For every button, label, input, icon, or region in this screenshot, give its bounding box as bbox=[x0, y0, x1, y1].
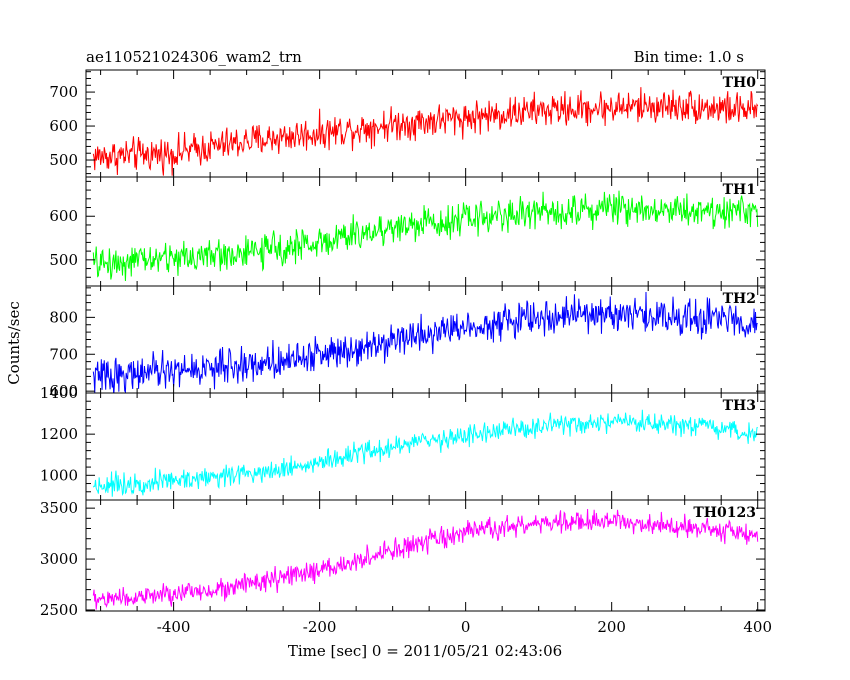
y-tick-label: 3000 bbox=[40, 550, 78, 568]
y-tick-label: 1200 bbox=[40, 425, 78, 443]
y-tick-label: 2500 bbox=[40, 601, 78, 619]
y-tick-label: 500 bbox=[49, 251, 78, 269]
series-th0123 bbox=[92, 508, 759, 610]
panel-frame bbox=[85, 499, 766, 612]
y-tick-label: 1000 bbox=[40, 466, 78, 484]
y-tick-label: 600 bbox=[49, 207, 78, 225]
x-tick-label: 200 bbox=[597, 618, 626, 636]
panel-label-th0: TH0 bbox=[723, 75, 757, 91]
x-tick-label: -200 bbox=[303, 618, 337, 636]
panel-frame bbox=[85, 392, 766, 501]
y-tick-label: 3500 bbox=[40, 499, 78, 517]
panels-group: 500 600 700 TH0 500 600 TH1 600 700 800 TH2 1000 120… bbox=[40, 69, 772, 636]
panel-th0: 500 600 700 TH0 bbox=[49, 69, 766, 178]
panel-label-th0123: TH0123 bbox=[693, 505, 756, 521]
y-tick-label: 600 bbox=[49, 382, 78, 400]
panel-label-th1: TH1 bbox=[723, 182, 756, 198]
panel-th3: 1000 1200 1400 TH3 bbox=[40, 384, 766, 501]
x-tick-label: -400 bbox=[157, 618, 191, 636]
y-tick-label: 800 bbox=[49, 308, 78, 326]
panel-th2: 600 700 800 TH2 bbox=[49, 285, 766, 400]
y-axis-title: Counts/sec bbox=[5, 301, 23, 385]
panel-frame bbox=[85, 176, 766, 287]
plot-title: ae110521024306_wam2_trn bbox=[86, 48, 302, 66]
y-tick-label: 600 bbox=[49, 117, 78, 135]
panel-label-th2: TH2 bbox=[723, 291, 756, 307]
x-axis-title: Time [sec] 0 = 2011/05/21 02:43:06 bbox=[288, 642, 562, 660]
panel-th1: 500 600 TH1 bbox=[49, 176, 766, 287]
series-th1 bbox=[92, 190, 759, 282]
panel-th0123: 2500 3000 3500 TH0123 bbox=[40, 499, 766, 619]
y-tick-label: 500 bbox=[49, 151, 78, 169]
series-th2 bbox=[92, 291, 758, 393]
y-tick-label: 700 bbox=[49, 345, 78, 363]
y-tick-label: 700 bbox=[49, 83, 78, 101]
panel-label-th3: TH3 bbox=[723, 398, 756, 414]
bin-time-label: Bin time: 1.0 s bbox=[634, 48, 744, 66]
y-tick-label: 1400 bbox=[40, 384, 78, 402]
series-th0 bbox=[92, 87, 759, 176]
series-th3 bbox=[92, 409, 758, 497]
x-tick-label: 400 bbox=[743, 618, 772, 636]
x-tick-label: 0 bbox=[461, 618, 471, 636]
